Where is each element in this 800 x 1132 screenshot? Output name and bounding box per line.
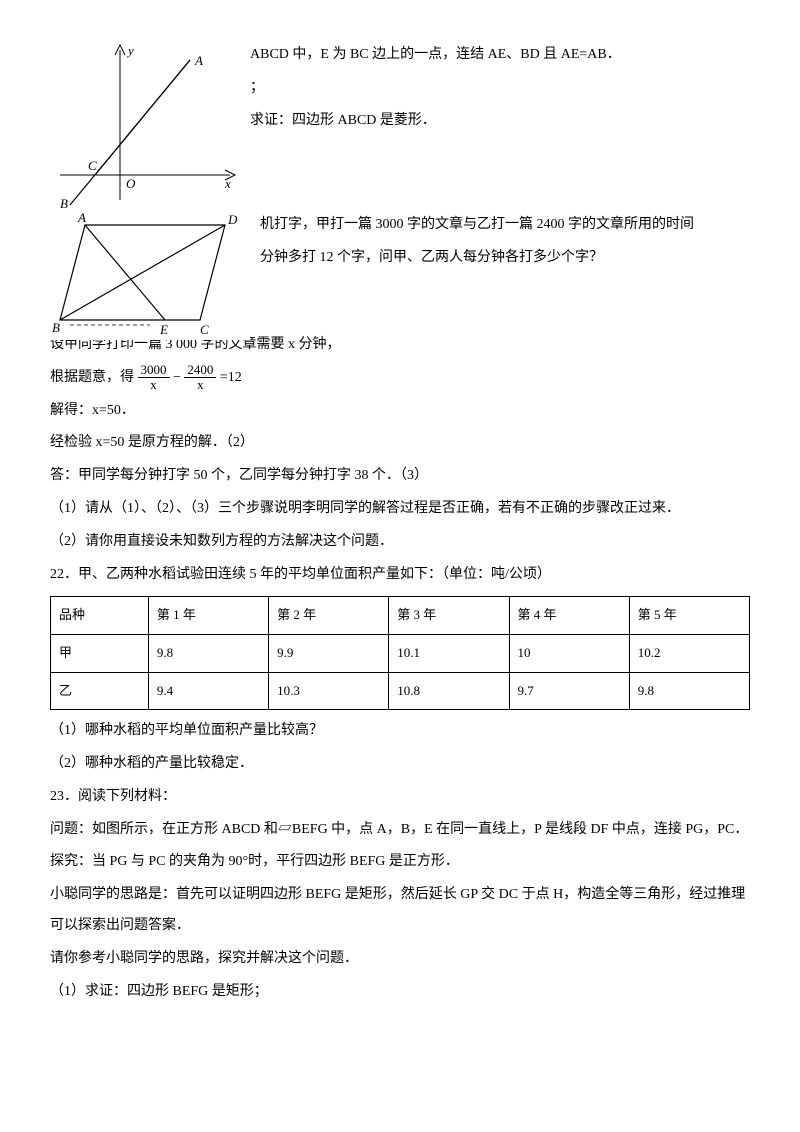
p21-answer: 答：甲同学每分钟打字 50 个，乙同学每分钟打字 38 个．（3） (50, 461, 750, 492)
p20-line2: ； (250, 73, 750, 104)
table-row: 甲 9.8 9.9 10.1 10 10.2 (51, 634, 750, 672)
th-4: 第 4 年 (509, 597, 629, 635)
fraction-1: 3000 x (138, 363, 170, 393)
p21-line2: 分钟多打 12 个字，问甲、乙两人每分钟各打多少个字？ (260, 243, 750, 274)
p22-title: 22．甲、乙两种水稻试验田连续 5 年的平均单位面积产量如下：（单位：吨/公顷） (50, 560, 750, 591)
axis-y-label: y (126, 43, 134, 58)
rhombus-svg: A D B E C (50, 210, 250, 340)
th-2: 第 2 年 (269, 597, 389, 635)
p23-title: 23．阅读下列材料： (50, 782, 750, 813)
cell: 10 (509, 634, 629, 672)
yield-table: 品种 第 1 年 第 2 年 第 3 年 第 4 年 第 5 年 甲 9.8 9… (50, 596, 750, 710)
p21-solve: 解得：x=50． (50, 396, 750, 427)
th-1: 第 1 年 (148, 597, 268, 635)
cell: 甲 (51, 634, 149, 672)
vertex-b: B (52, 320, 60, 335)
p22-q1: （1）哪种水稻的平均单位面积产量比较高？ (50, 716, 750, 747)
axis-x-label: x (224, 176, 231, 191)
fraction-2: 2400 x (184, 363, 216, 393)
coordinate-figure: y A x O C B (50, 40, 240, 210)
cell: 9.4 (148, 672, 268, 710)
cell: 9.9 (269, 634, 389, 672)
cell: 10.1 (389, 634, 509, 672)
p21-q2: （2）请你用直接设未知数列方程的方法解决这个问题． (50, 527, 750, 558)
cell: 乙 (51, 672, 149, 710)
vertex-c: C (200, 322, 209, 337)
p23-line3: 小聪同学的思路是：首先可以证明四边形 BEFG 是矩形，然后延长 GP 交 DC… (50, 880, 750, 942)
p23-line5: （1）求证：四边形 BEFG 是矩形； (50, 977, 750, 1008)
cell: 9.8 (148, 634, 268, 672)
th-0: 品种 (51, 597, 149, 635)
point-e: E (159, 322, 168, 337)
frac2-den: x (184, 378, 216, 392)
frac2-num: 2400 (184, 363, 216, 378)
coordinate-svg: y A x O C B (50, 40, 240, 210)
p21-equation: 根据题意，得 3000 x − 2400 x =12 (50, 363, 750, 394)
th-5: 第 5 年 (629, 597, 749, 635)
p21-q1: （1）请从（1）、（2）、（3）三个步骤说明李明同学的解答过程是否正确，若有不正… (50, 494, 750, 525)
p23-line4: 请你参考小聪同学的思路，探究并解决这个问题． (50, 944, 750, 975)
p23-line2: 探究：当 PG 与 PC 的夹角为 90°时，平行四边形 BEFG 是正方形． (50, 847, 750, 878)
problem-20-text: ABCD 中，E 为 BC 边上的一点，连结 AE、BD 且 AE=AB． ； … (250, 40, 750, 210)
cell: 10.2 (629, 634, 749, 672)
frac1-den: x (138, 378, 170, 392)
p23-line1: 问题：如图所示，在正方形 ABCD 和▱BEFG 中，点 A，B，E 在同一直线… (50, 815, 750, 846)
minus-sign: − (173, 370, 184, 385)
problem-21-solution: 设甲同学打印一篇 3 000 字的文章需要 x 分钟， 根据题意，得 3000 … (50, 330, 750, 1007)
point-c-label: C (88, 158, 97, 173)
problem-21-intro: 机打字，甲打一篇 3000 字的文章与乙打一篇 2400 字的文章所用的时间 分… (260, 210, 750, 330)
table-header-row: 品种 第 1 年 第 2 年 第 3 年 第 4 年 第 5 年 (51, 597, 750, 635)
vertex-d: D (227, 212, 238, 227)
th-3: 第 3 年 (389, 597, 509, 635)
p21-line1: 机打字，甲打一篇 3000 字的文章与乙打一篇 2400 字的文章所用的时间 (260, 210, 750, 241)
point-b-label: B (60, 196, 68, 210)
table-row: 乙 9.4 10.3 10.8 9.7 9.8 (51, 672, 750, 710)
p20-line1: ABCD 中，E 为 BC 边上的一点，连结 AE、BD 且 AE=AB． (250, 40, 750, 71)
cell: 10.3 (269, 672, 389, 710)
cell: 9.7 (509, 672, 629, 710)
vertex-a: A (77, 210, 86, 225)
p22-q2: （2）哪种水稻的产量比较稳定． (50, 749, 750, 780)
p21-check: 经检验 x=50 是原方程的解．（2） (50, 428, 750, 459)
point-a-label: A (194, 53, 203, 68)
eq-prefix: 根据题意，得 (50, 370, 134, 385)
cell: 9.8 (629, 672, 749, 710)
origin-label: O (126, 176, 136, 191)
eq-tail: =12 (220, 370, 242, 385)
p20-line3: 求证：四边形 ABCD 是菱形． (250, 106, 750, 137)
rhombus-figure: A D B E C (50, 210, 250, 340)
frac1-num: 3000 (138, 363, 170, 378)
cell: 10.8 (389, 672, 509, 710)
